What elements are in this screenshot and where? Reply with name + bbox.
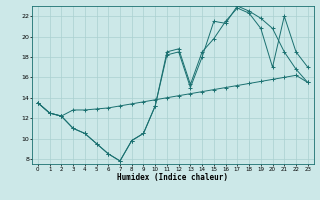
X-axis label: Humidex (Indice chaleur): Humidex (Indice chaleur) xyxy=(117,173,228,182)
